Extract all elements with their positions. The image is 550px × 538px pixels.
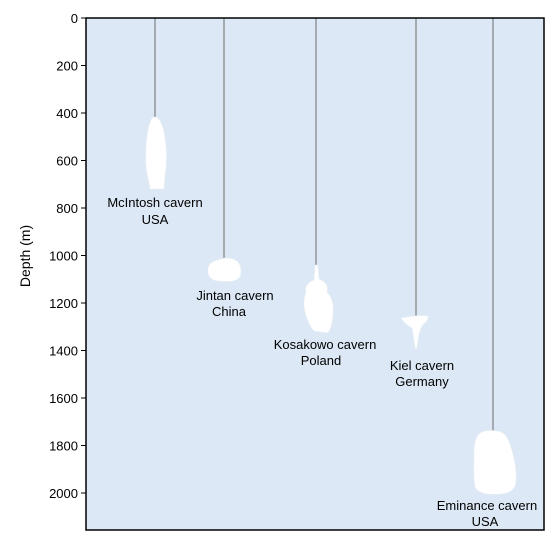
y-tick-label: 600	[56, 154, 78, 169]
y-tick-label: 1600	[49, 391, 78, 406]
jintan-cavern-shape	[207, 257, 242, 282]
cavern-country-label: USA	[142, 212, 169, 227]
y-tick-label: 1400	[49, 344, 78, 359]
y-tick-label: 800	[56, 201, 78, 216]
cavern-name-label: Eminance cavern	[437, 498, 537, 513]
y-tick-label: 2000	[49, 486, 78, 501]
cavern-shapes	[145, 116, 517, 495]
cavern-country-label: Poland	[301, 353, 341, 368]
y-tick-label: 400	[56, 106, 78, 121]
cavern-name-label: Kiel cavern	[390, 358, 454, 373]
mcintosh-cavern-shape	[145, 116, 167, 190]
y-tick-label: 1000	[49, 249, 78, 264]
cavern-country-label: Germany	[395, 374, 449, 389]
cavern-name-label: Jintan cavern	[196, 288, 273, 303]
cavern-country-label: USA	[472, 514, 499, 529]
kosakowo-cavern-shape	[303, 264, 334, 334]
y-tick-label: 0	[71, 11, 78, 26]
y-tick-label: 200	[56, 59, 78, 74]
well-lines	[154, 18, 494, 432]
y-tick-label: 1800	[49, 439, 78, 454]
y-axis: 0 200 400 600 800 1000 1200 1400 1600 1800 2000	[49, 11, 86, 501]
cavern-name-label: McIntosh cavern	[107, 195, 202, 210]
cavern-country-label: China	[212, 304, 247, 319]
y-axis-title: Depth (m)	[17, 225, 33, 287]
y-tick-label: 1200	[49, 296, 78, 311]
eminance-cavern-shape	[473, 430, 517, 495]
cavern-labels: McIntosh cavern USA Jintan cavern China …	[107, 195, 537, 529]
cavern-name-label: Kosakowo cavern	[274, 337, 377, 352]
plot-frame	[85, 17, 545, 531]
kiel-cavern-shape	[400, 315, 429, 349]
